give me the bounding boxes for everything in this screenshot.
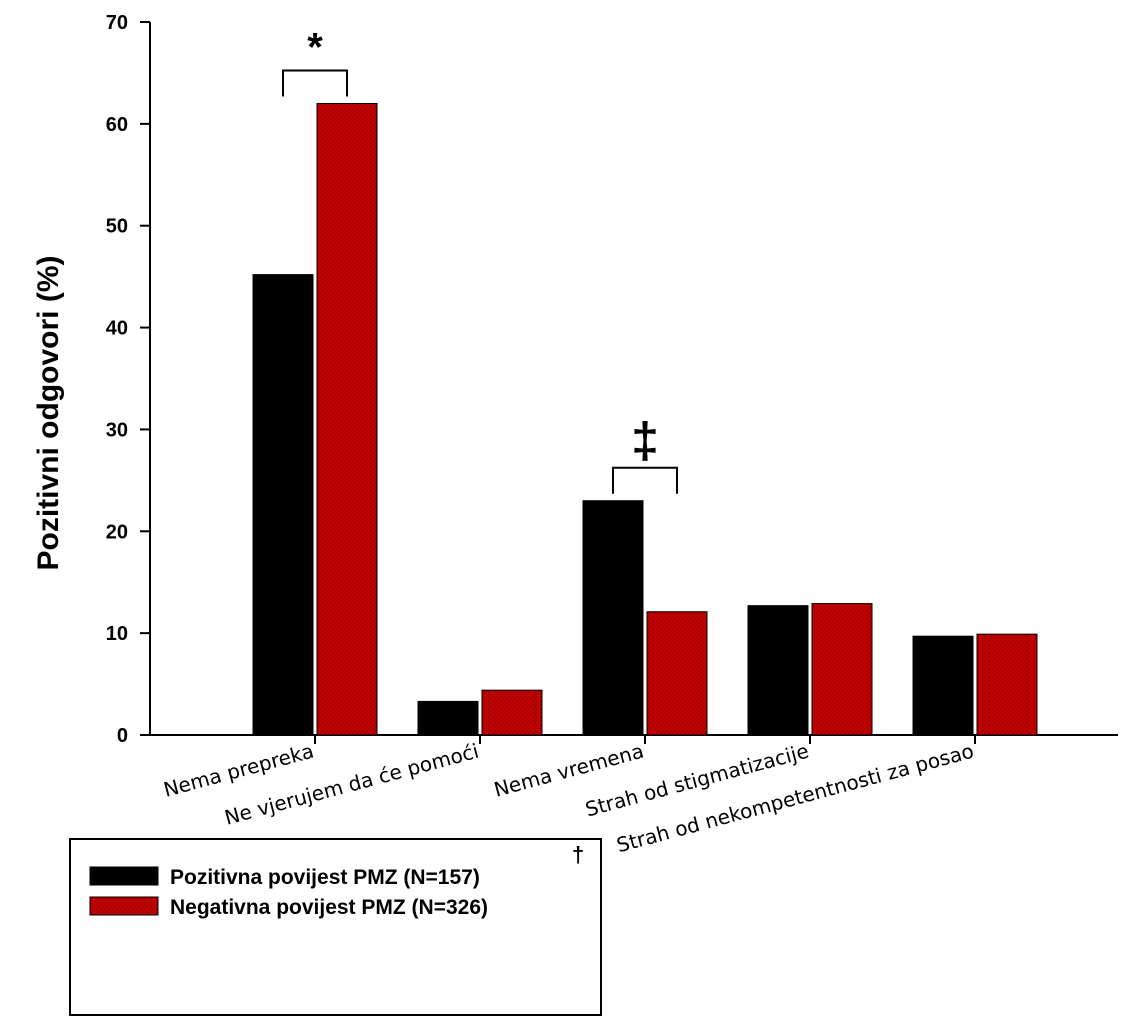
legend-box — [69, 838, 602, 1016]
bar-positive-history — [417, 700, 479, 736]
bar-negative-history — [646, 611, 708, 736]
significance-symbol: ‡ — [631, 413, 659, 469]
legend-swatch — [89, 866, 159, 886]
bar-negative-history — [811, 603, 873, 736]
legend-swatch — [89, 896, 159, 916]
legend: Pozitivna povijest PMZ (N=157) Negativna … — [69, 838, 602, 1016]
bar-positive-history — [252, 274, 314, 736]
y-tick-label: 50 — [106, 216, 128, 238]
bar-positive-history — [582, 500, 644, 736]
y-tick-label: 10 — [106, 623, 128, 645]
significance-bracket — [282, 69, 348, 97]
bar-negative-history — [481, 689, 543, 736]
y-tick-label: 20 — [106, 521, 128, 543]
y-tick-label: 70 — [106, 12, 128, 34]
y-ticks: 0 10 20 30 40 50 60 70 — [106, 12, 150, 747]
legend-dagger-mark: † — [572, 842, 584, 867]
y-tick-label: 40 — [106, 318, 128, 340]
y-tick-label: 30 — [106, 419, 128, 441]
significance-symbol: * — [307, 25, 323, 69]
bars — [252, 102, 1038, 736]
y-axis-label: Pozitivni odgovori (%) — [32, 256, 65, 571]
bar-positive-history — [912, 635, 974, 736]
bar-positive-history — [747, 605, 809, 736]
legend-entry-label: Negativna povijest PMZ (N=326) — [170, 896, 488, 919]
significance-bracket — [612, 466, 678, 494]
legend-entry-label: Pozitivna povijest PMZ (N=157) — [170, 866, 480, 889]
y-tick-label: 60 — [106, 114, 128, 136]
significance-annotations: *‡ — [282, 25, 678, 494]
y-tick-label: 0 — [117, 725, 128, 747]
bar-negative-history — [976, 633, 1038, 736]
bar-negative-history — [316, 102, 378, 736]
